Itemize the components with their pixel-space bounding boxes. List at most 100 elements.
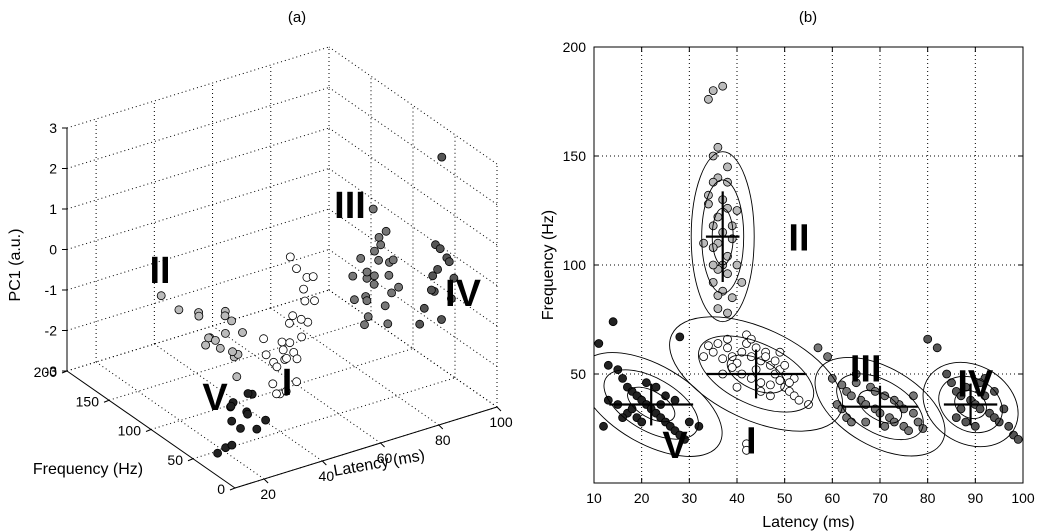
data-point-cluster-V — [599, 421, 608, 431]
confidence-ellipse-IV — [922, 361, 1019, 448]
data-point-cluster-I — [785, 378, 794, 388]
grid-line — [108, 318, 372, 401]
confidence-ellipse-III — [814, 356, 946, 457]
data-point-cluster-II — [704, 94, 713, 104]
cluster-label-IV: IV — [957, 364, 994, 406]
data-point-cluster-III — [847, 391, 856, 401]
data-point-cluster-II — [227, 316, 237, 326]
data-point-cluster-V — [651, 382, 661, 392]
data-point-cluster-III — [889, 395, 899, 405]
y-tick-label: 100 — [118, 423, 142, 439]
x-tick-label: 80 — [435, 432, 451, 448]
data-point-cluster-I — [704, 341, 713, 351]
y-axis-label: Frequency (Hz) — [33, 461, 143, 478]
confidence-ellipse-I — [669, 316, 843, 432]
data-point-cluster-V — [243, 409, 253, 419]
data-point-cluster-IV — [951, 413, 961, 423]
data-point-cluster-V — [227, 416, 237, 426]
data-point-cluster-V — [252, 424, 262, 434]
data-point-cluster-II — [713, 304, 723, 314]
cluster-label-III: III — [850, 348, 882, 390]
data-point-cluster-II — [174, 305, 184, 315]
data-point-cluster-IV — [932, 343, 942, 353]
data-point-cluster-V — [226, 401, 236, 411]
data-point-cluster-I — [308, 272, 318, 282]
data-point-cluster-V — [608, 317, 618, 327]
confidence-ellipse-II — [701, 179, 745, 294]
data-point-cluster-IV — [437, 152, 447, 162]
data-point-cluster-I — [761, 352, 770, 362]
confidence-ellipse-V — [603, 369, 699, 440]
y-tick-mark — [103, 399, 110, 403]
data-point-cluster-IV — [419, 303, 429, 313]
data-point-cluster-IV — [446, 294, 456, 304]
data-point-cluster-IV — [942, 369, 952, 379]
data-point-cluster-III — [370, 246, 379, 256]
data-point-cluster-V — [675, 332, 685, 342]
data-point-cluster-I — [285, 252, 295, 262]
data-point-cluster-III — [823, 352, 832, 362]
data-point-cluster-II — [723, 308, 732, 318]
x-tick-label: 80 — [920, 490, 936, 506]
data-point-cluster-III — [861, 417, 871, 427]
x-tick-label: 60 — [377, 450, 393, 466]
cluster-label-V: V — [202, 377, 228, 419]
cluster-label-I: I — [746, 420, 757, 462]
data-point-cluster-I — [794, 395, 804, 405]
data-point-cluster-III — [360, 320, 369, 330]
data-point-cluster-IV — [433, 264, 443, 274]
cluster-label-V: V — [662, 425, 688, 467]
data-point-cluster-III — [376, 240, 386, 250]
y-tick-label: 100 — [563, 257, 587, 273]
plot-content — [594, 81, 1023, 457]
data-point-cluster-V — [670, 395, 680, 405]
data-point-cluster-IV — [449, 273, 459, 283]
data-point-cluster-I — [723, 334, 732, 344]
data-point-cluster-III — [909, 391, 918, 401]
data-point-cluster-V — [613, 365, 623, 375]
x-tick-label: 20 — [260, 486, 276, 502]
data-point-cluster-III — [349, 295, 359, 305]
data-point-cluster-I — [278, 345, 288, 355]
cluster-label-I: I — [282, 362, 293, 404]
x-tick-label: 100 — [1011, 490, 1035, 506]
data-point-cluster-II — [228, 347, 237, 357]
data-point-cluster-I — [746, 373, 756, 383]
y-tick-label: 0 — [217, 481, 225, 497]
x-tick-label: 70 — [872, 490, 888, 506]
data-point-cluster-I — [297, 332, 307, 342]
data-point-cluster-III — [363, 312, 373, 322]
data-point-cluster-I — [288, 311, 298, 321]
data-point-cluster-I — [300, 296, 310, 306]
data-point-cluster-V — [227, 440, 237, 450]
data-point-cluster-II — [727, 293, 737, 303]
data-point-cluster-I — [272, 389, 281, 399]
data-point-cluster-I — [259, 334, 269, 344]
data-point-cluster-IV — [444, 257, 454, 267]
data-point-cluster-IV — [975, 404, 985, 414]
data-point-cluster-I — [261, 350, 271, 360]
data-point-cluster-II — [732, 260, 742, 270]
data-point-cluster-I — [268, 379, 278, 389]
data-point-cluster-III — [374, 255, 384, 265]
data-point-cluster-II — [723, 269, 732, 279]
data-point-cluster-II — [215, 343, 225, 353]
data-point-cluster-IV — [923, 334, 933, 344]
cluster-label-II: II — [149, 250, 170, 292]
grid-line — [66, 127, 330, 210]
confidence-ellipse-IV — [938, 375, 1003, 434]
x-tick-mark — [321, 460, 327, 466]
data-point-cluster-IV — [426, 285, 436, 295]
data-point-cluster-II — [210, 335, 220, 345]
data-point-cluster-III — [909, 408, 918, 418]
y-tick-mark — [229, 487, 236, 491]
data-point-cluster-III — [362, 267, 372, 277]
x-tick-mark — [263, 478, 269, 484]
data-point-cluster-III — [813, 343, 823, 353]
x-tick-mark — [438, 424, 444, 430]
data-point-cluster-III — [384, 270, 394, 280]
data-point-cluster-I — [310, 296, 319, 306]
data-point-cluster-I — [766, 380, 775, 390]
